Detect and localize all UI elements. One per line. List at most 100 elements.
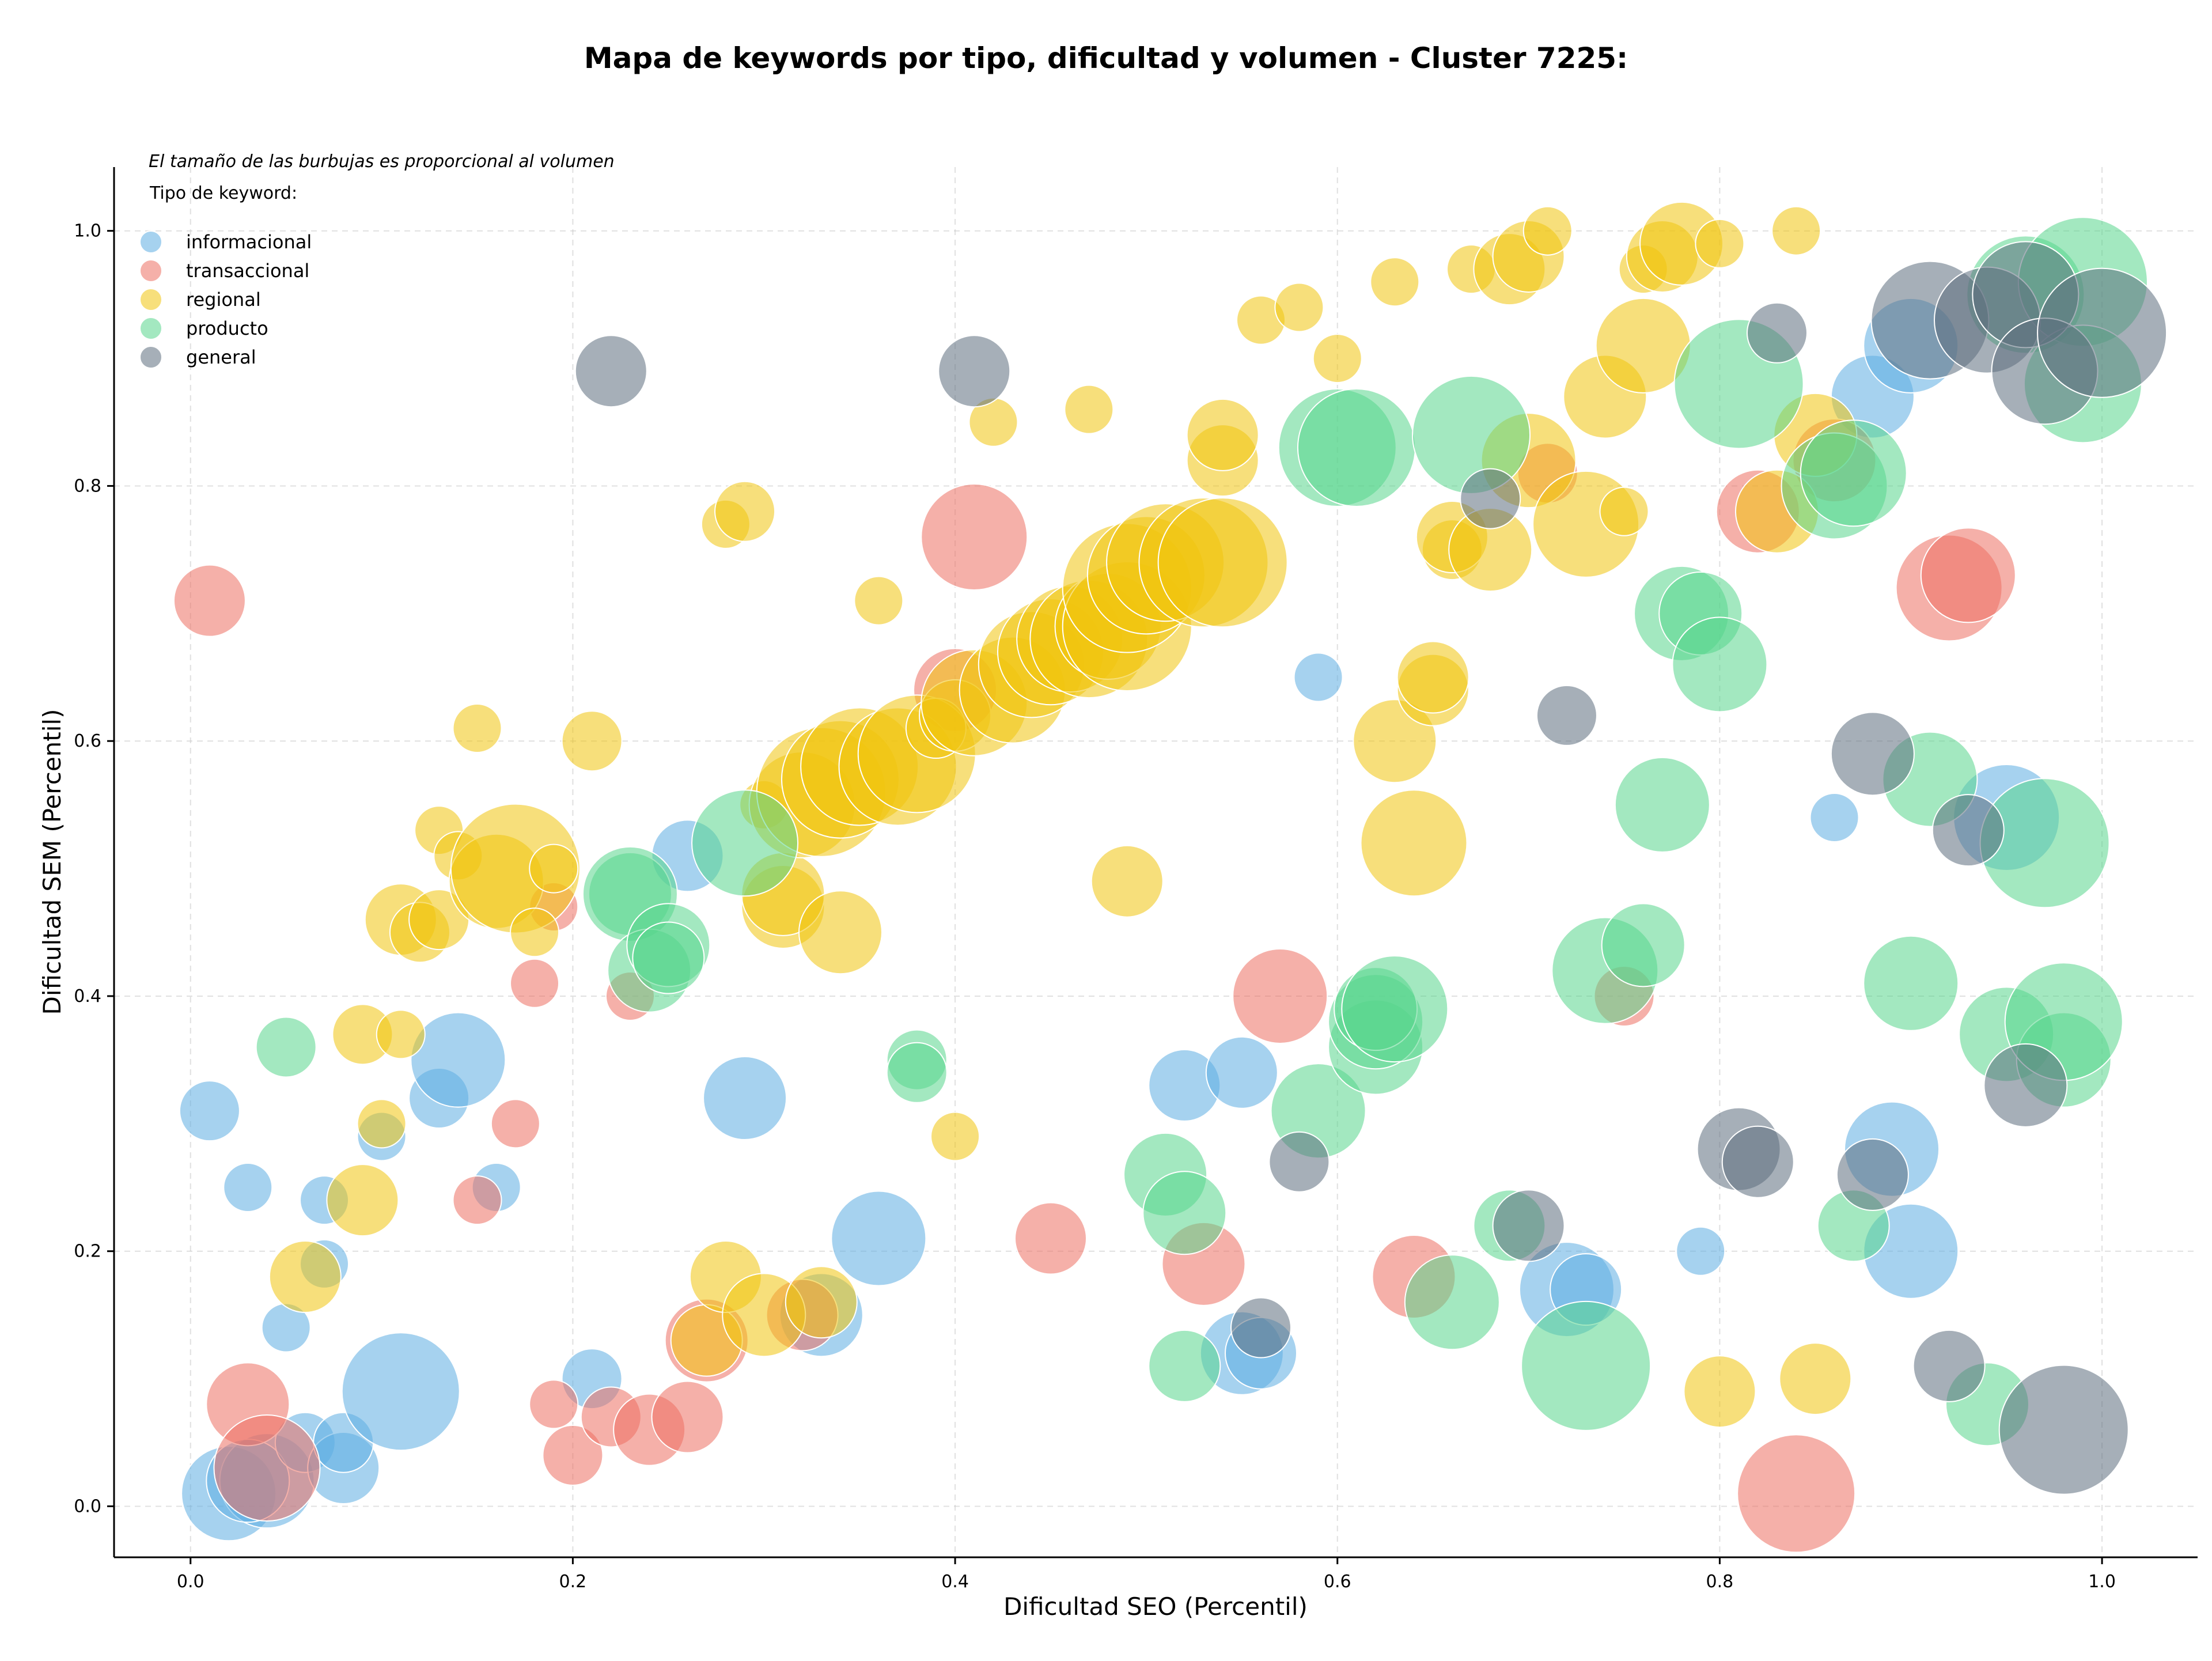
bubble-transaccional xyxy=(1014,1202,1087,1275)
bubble-producto xyxy=(1601,903,1685,987)
y-tick-label: 0.8 xyxy=(74,476,101,496)
bubble-informacional xyxy=(703,1056,787,1141)
bubble-transaccional xyxy=(542,1424,604,1486)
y-tick-label: 1.0 xyxy=(74,221,101,241)
bubble-producto xyxy=(1614,756,1710,853)
bubble-general xyxy=(938,335,1011,408)
x-tick-label: 0.6 xyxy=(1324,1572,1351,1592)
bubble-regional xyxy=(1683,1355,1756,1428)
legend-marker-general xyxy=(139,346,162,369)
bubble-informacional xyxy=(223,1163,273,1213)
bubble-general xyxy=(1746,302,1808,364)
bubble-transaccional xyxy=(921,483,1028,591)
bubble-regional xyxy=(510,907,560,958)
bubble-regional xyxy=(1522,206,1573,256)
bubble-informacional xyxy=(179,1080,240,1142)
bubble-regional xyxy=(1157,497,1288,628)
bubble-informacional xyxy=(1676,1226,1726,1276)
bubble-producto xyxy=(691,789,799,897)
bubble-regional xyxy=(561,710,623,772)
bubble-regional xyxy=(854,576,904,626)
bubble-regional xyxy=(785,1266,858,1339)
bubbles xyxy=(173,201,2168,1553)
bubble-transaccional xyxy=(529,1379,579,1429)
y-tick-label: 0.6 xyxy=(74,731,101,751)
legend-note: El tamaño de las burbujas es proporciona… xyxy=(149,152,615,172)
bubble-general xyxy=(1230,1297,1292,1359)
bubble-regional xyxy=(1695,218,1745,268)
bubble-regional xyxy=(1370,257,1420,307)
bubble-informacional xyxy=(1293,652,1343,702)
y-axis-label: Dificultad SEM (Percentil) xyxy=(38,709,66,1015)
bubble-regional xyxy=(357,1099,407,1149)
bubble-regional xyxy=(1360,789,1468,897)
bubble-regional xyxy=(376,1009,426,1060)
bubble-regional xyxy=(798,890,882,975)
y-tick-label: 0.2 xyxy=(74,1242,101,1262)
bubble-regional xyxy=(326,1164,399,1237)
bubble-producto xyxy=(1863,935,1959,1031)
bubble-regional xyxy=(714,480,776,542)
x-tick-label: 0.4 xyxy=(941,1572,969,1592)
x-tick-label: 1.0 xyxy=(2088,1572,2116,1592)
x-axis-label: Dificultad SEO (Percentil) xyxy=(1003,1592,1308,1621)
x-tick-label: 0.8 xyxy=(1706,1572,1734,1592)
bubble-general xyxy=(2037,267,2168,398)
bubble-transaccional xyxy=(1737,1434,1856,1553)
bubble-general xyxy=(1721,1125,1794,1198)
legend-marker-transaccional xyxy=(139,259,162,282)
bubble-regional xyxy=(1090,845,1164,918)
bubble-producto xyxy=(255,1016,317,1078)
bubble-producto xyxy=(886,1042,948,1103)
series-producto xyxy=(255,217,2148,1447)
bubble-producto xyxy=(1142,1171,1227,1255)
bubble-producto xyxy=(632,921,705,994)
bubble-transaccional xyxy=(1920,527,2016,623)
legend: El tamaño de las burbujas es proporciona… xyxy=(139,152,615,369)
bubble-general xyxy=(1268,1131,1330,1193)
legend-items: informacional transaccional regional produc… xyxy=(139,230,312,369)
bubble-producto xyxy=(1521,1300,1652,1431)
legend-marker-regional xyxy=(139,288,162,311)
y-tick-label: 0.4 xyxy=(74,986,101,1007)
bubble-general xyxy=(1836,1138,1909,1211)
bubble-general xyxy=(1830,712,1915,796)
x-tick-label: 0.0 xyxy=(177,1572,204,1592)
bubble-regional xyxy=(529,843,579,894)
bubble-general xyxy=(1536,684,1597,746)
bubble-general xyxy=(574,335,647,408)
bubble-transaccional xyxy=(452,1175,502,1225)
legend-label-producto: producto xyxy=(186,317,268,339)
legend-label-regional: regional xyxy=(186,289,261,311)
bubble-regional xyxy=(1771,206,1821,256)
bubble-informacional xyxy=(1205,1036,1278,1109)
chart-title: Mapa de keywords por tipo, dificultad y … xyxy=(584,41,1628,75)
bubble-producto xyxy=(1800,419,1907,527)
series-general xyxy=(574,241,2168,1495)
bubble-producto xyxy=(1672,616,1768,713)
bubble-regional xyxy=(268,1240,342,1313)
bubble-producto xyxy=(1148,1329,1221,1402)
bubble-general xyxy=(1492,1189,1565,1262)
bubble-informacional xyxy=(410,1012,506,1108)
x-tick-label: 0.2 xyxy=(559,1572,587,1592)
bubble-regional xyxy=(930,1111,980,1161)
bubble-informacional xyxy=(341,1332,460,1451)
legend-label-informacional: informacional xyxy=(186,231,312,253)
bubble-regional xyxy=(1064,384,1114,434)
bubble-transaccional xyxy=(651,1380,724,1454)
bubble-informacional xyxy=(831,1190,927,1287)
bubble-general xyxy=(1460,468,1521,529)
bubble-general xyxy=(1912,1329,1986,1402)
bubble-regional xyxy=(1779,1342,1852,1416)
legend-title: Tipo de keyword: xyxy=(149,183,297,203)
bubble-transaccional xyxy=(1232,948,1328,1044)
bubble-producto xyxy=(1341,955,1449,1063)
bubble-regional xyxy=(1396,641,1469,714)
bubble-regional xyxy=(1599,486,1649,536)
legend-label-transaccional: transaccional xyxy=(186,260,309,282)
bubble-transaccional xyxy=(173,564,246,637)
legend-label-general: general xyxy=(186,346,256,368)
